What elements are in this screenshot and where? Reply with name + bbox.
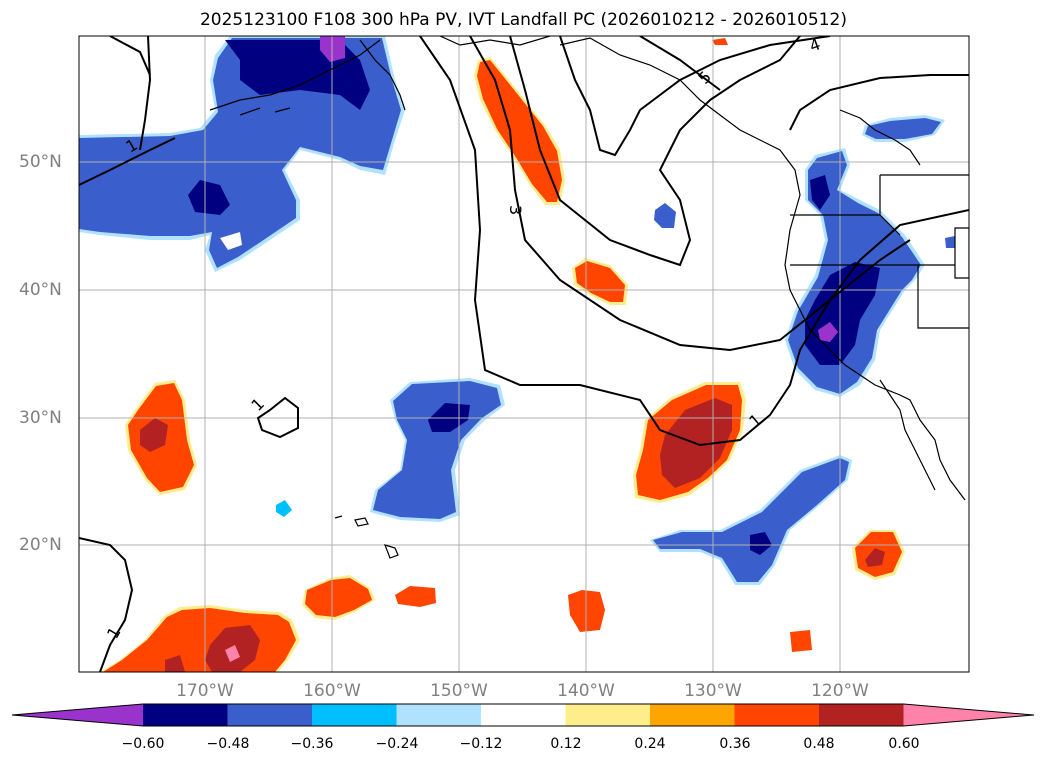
colorbar-tick-label: −0.36 — [290, 736, 334, 752]
coastlines — [209, 36, 969, 559]
plot-title: 2025123100 F108 300 hPa PV, IVT Landfall… — [199, 10, 847, 30]
colorbar-tick-label: −0.12 — [459, 736, 503, 752]
latitude-label: 40°N — [19, 280, 62, 300]
longitude-label: 170°W — [176, 681, 234, 701]
colorbar-segment — [396, 704, 482, 726]
colorbar-segment — [227, 704, 313, 726]
colorbar-extend-high — [903, 704, 1034, 726]
colorbar-tick-label: −0.24 — [375, 736, 419, 752]
colorbar-segment — [650, 704, 735, 726]
colorbar-tick-label: 0.48 — [803, 736, 835, 752]
gridlines — [79, 36, 969, 672]
negative-anomaly-regions — [79, 36, 955, 585]
colorbar-tick-label: −0.60 — [121, 736, 165, 752]
colorbar-segment — [734, 704, 820, 726]
map-plot: 1 3 4 5 1 1 1 — [78, 34, 970, 673]
colorbar-tick-label: 0.60 — [888, 736, 920, 752]
longitude-label: 140°W — [557, 681, 615, 701]
latitude-label: 20°N — [19, 535, 62, 555]
colorbar-segment — [143, 704, 228, 726]
longitude-label: 120°W — [811, 681, 869, 701]
longitude-label: 150°W — [430, 681, 488, 701]
colorbar — [11, 703, 1035, 727]
colorbar-extend-low — [12, 704, 143, 726]
colorbar-segment — [819, 704, 904, 726]
latitude-label: 50°N — [19, 152, 62, 172]
longitude-label: 130°W — [684, 681, 742, 701]
longitude-label: 160°W — [303, 681, 361, 701]
colorbar-segment — [481, 704, 566, 726]
contour-lines — [79, 36, 969, 672]
colorbar-tick-label: 0.36 — [719, 736, 751, 752]
colorbar-outline — [11, 703, 1035, 727]
colorbar-tick-label: −0.48 — [206, 736, 250, 752]
latitude-label: 30°N — [19, 408, 62, 428]
colorbar-tick-label: 0.12 — [550, 736, 582, 752]
contour-label: 3 — [506, 205, 525, 215]
colorbar-segment — [312, 704, 397, 726]
colorbar-segment — [565, 704, 651, 726]
colorbar-tick-label: 0.24 — [634, 736, 666, 752]
